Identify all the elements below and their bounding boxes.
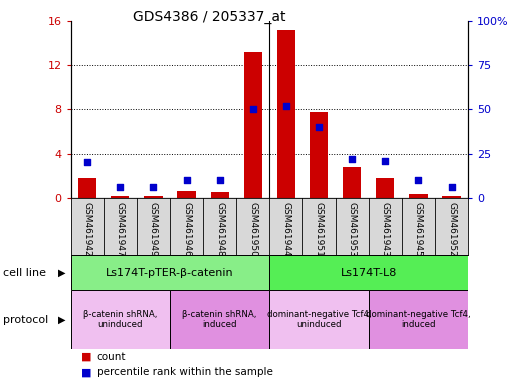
Text: GSM461945: GSM461945 [414,202,423,257]
Text: cell line: cell line [3,268,46,278]
Text: GSM461943: GSM461943 [381,202,390,257]
Point [248,106,257,113]
Point [116,184,124,190]
Text: GSM461953: GSM461953 [348,202,357,257]
Text: protocol: protocol [3,314,48,325]
Text: GSM461944: GSM461944 [281,202,290,257]
Bar [177,190,196,198]
Bar [343,167,361,198]
Bar [170,290,269,349]
Bar [269,255,468,290]
Bar [376,178,394,198]
Bar [410,194,427,198]
Text: GDS4386 / 205337_at: GDS4386 / 205337_at [133,10,286,23]
Bar [277,30,295,198]
Point [348,156,356,162]
Bar [442,196,461,198]
Text: GSM461948: GSM461948 [215,202,224,257]
Bar [144,196,163,198]
Text: percentile rank within the sample: percentile rank within the sample [97,367,272,377]
Text: GSM461951: GSM461951 [314,202,324,257]
Text: GSM461946: GSM461946 [182,202,191,257]
Bar [71,290,170,349]
Point [215,177,224,183]
Text: ■: ■ [81,367,92,377]
Text: GSM461952: GSM461952 [447,202,456,257]
Text: GSM461949: GSM461949 [149,202,158,257]
Text: Ls174T-pTER-β-catenin: Ls174T-pTER-β-catenin [106,268,234,278]
Text: GSM461942: GSM461942 [83,202,92,257]
Point [183,177,191,183]
Point [381,157,390,164]
Text: GSM461950: GSM461950 [248,202,257,257]
Text: ■: ■ [81,352,92,362]
Text: ▶: ▶ [58,268,65,278]
Bar [269,290,369,349]
Bar [78,178,96,198]
Point [282,103,290,109]
Point [149,184,157,190]
Point [447,184,456,190]
Bar [244,52,262,198]
Bar [111,196,129,198]
Text: β-catenin shRNA,
uninduced: β-catenin shRNA, uninduced [83,310,157,329]
Text: Ls174T-L8: Ls174T-L8 [340,268,397,278]
Point [83,159,92,166]
Bar [211,192,229,198]
Bar [71,255,269,290]
Text: dominant-negative Tcf4,
uninduced: dominant-negative Tcf4, uninduced [267,310,371,329]
Bar [310,112,328,198]
Text: β-catenin shRNA,
induced: β-catenin shRNA, induced [183,310,257,329]
Bar [369,290,468,349]
Text: GSM461947: GSM461947 [116,202,125,257]
Text: ▶: ▶ [58,314,65,325]
Point [315,124,323,130]
Text: dominant-negative Tcf4,
induced: dominant-negative Tcf4, induced [366,310,471,329]
Point [414,177,423,183]
Text: count: count [97,352,126,362]
